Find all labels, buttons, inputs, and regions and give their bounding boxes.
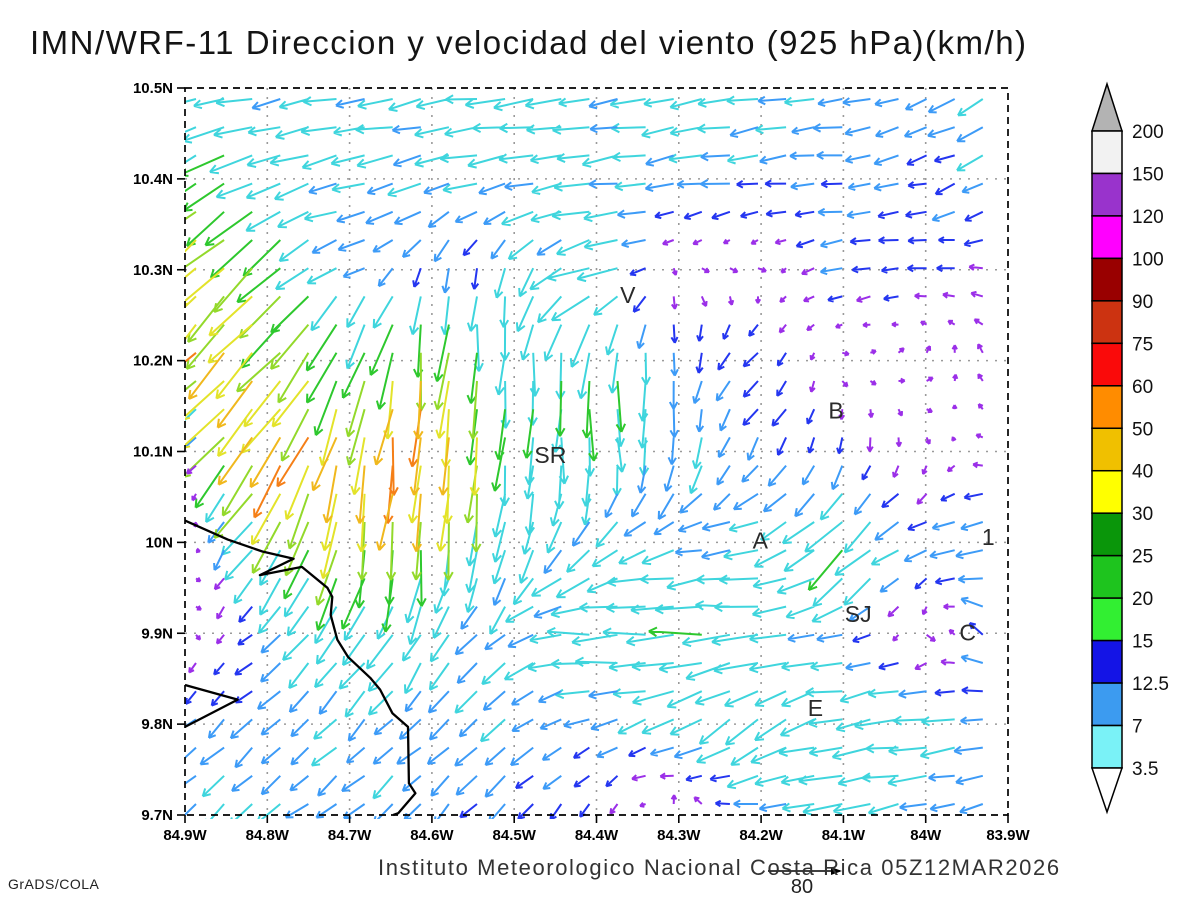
footer-institution-text: Instituto Meteorologico Nacional Costa R… xyxy=(378,855,1061,880)
coastline xyxy=(184,519,417,817)
colorbar-tick-label: 200 xyxy=(1132,122,1164,143)
y-axis-tick-label: 9.8N xyxy=(141,716,173,733)
x-axis-tick-label: 84.6W xyxy=(410,827,454,844)
colorbar-segment xyxy=(1091,554,1123,599)
city-labels: V SR B A 1 SJ C E xyxy=(534,282,994,721)
colorbar-segment xyxy=(1091,639,1123,684)
colorbar-tick-label: 40 xyxy=(1132,462,1153,483)
y-axis-tick-label: 10.5N xyxy=(133,80,173,97)
colorbar-tick-label: 150 xyxy=(1132,164,1164,185)
y-axis-tick-label: 10N xyxy=(145,534,173,551)
colorbar-tick-label: 20 xyxy=(1132,589,1153,610)
city-label: B xyxy=(828,398,843,424)
y-axis-tick-label: 10.3N xyxy=(133,262,173,279)
coastline-segment xyxy=(184,683,239,728)
colorbar-tick-label: 100 xyxy=(1132,249,1164,270)
chart-title: IMN/WRF-11 Direccion y velocidad del vie… xyxy=(30,24,1028,61)
y-axis-tick-label: 10.4N xyxy=(133,171,173,188)
wind-arrows xyxy=(185,94,984,819)
coastline-segment xyxy=(184,519,417,817)
city-label: E xyxy=(808,695,823,721)
x-axis-tick-label: 84.8W xyxy=(246,827,290,844)
colorbar-tick-label: 12.5 xyxy=(1132,674,1169,695)
colorbar-segment xyxy=(1091,172,1123,217)
colorbar-segment xyxy=(1091,215,1123,260)
colorbar-tick-label: 60 xyxy=(1132,377,1153,398)
colorbar-tick-label: 25 xyxy=(1132,547,1153,568)
wind-arrow-set xyxy=(185,239,480,580)
colorbar-segment xyxy=(1091,385,1123,430)
city-label: 1 xyxy=(982,524,995,550)
colorbar-segment xyxy=(1091,597,1123,642)
x-axis-tick-label: 84.2W xyxy=(739,827,783,844)
colorbar-segment xyxy=(1091,427,1123,472)
colorbar-tick-label: 90 xyxy=(1132,292,1153,313)
wind-arrow-set xyxy=(185,238,984,815)
reference-vector-arrowhead xyxy=(831,867,842,875)
city-label: SJ xyxy=(845,601,872,627)
y-axis-tick-label: 9.7N xyxy=(141,807,173,824)
y-axis-tick-label: 9.9N xyxy=(141,625,173,642)
wind-arrow-set xyxy=(185,154,984,819)
wind-arrow-set xyxy=(185,154,844,637)
city-label: C xyxy=(959,619,976,645)
city-label: SR xyxy=(534,442,566,468)
colorbar-tick-label: 120 xyxy=(1132,207,1164,228)
city-label: A xyxy=(753,528,769,554)
wind-arrow-set xyxy=(185,210,482,606)
axis-tick-labels: 10.5N 10.4N 10.3N 10.2N 10.1N 10N 9.9N 9.8N 9.7N… xyxy=(133,80,1031,844)
y-axis-tick-label: 10.1N xyxy=(133,444,173,461)
colorbar-segment xyxy=(1091,724,1123,769)
x-axis-tick-label: 84.1W xyxy=(822,827,866,844)
colorbar-segment xyxy=(1091,512,1123,557)
colorbar-segment xyxy=(1091,257,1123,302)
x-axis-tick-label: 84.7W xyxy=(328,827,372,844)
y-axis-tick-label: 10.2N xyxy=(133,353,173,370)
city-label: V xyxy=(620,282,636,308)
x-axis-tick-label: 83.9W xyxy=(986,827,1030,844)
x-axis-tick-label: 84.9W xyxy=(163,827,207,844)
x-axis-tick-label: 84.4W xyxy=(575,827,619,844)
wind-arrow-set xyxy=(185,95,984,819)
reference-vector-label: 80 xyxy=(791,876,813,898)
colorbar-legend: 200 150 120 100 90 75 60 50 40 30 25 20 15 12.5 7 3.5 xyxy=(1090,81,1169,815)
colorbar-tick-label: 50 xyxy=(1132,419,1153,440)
colorbar-segment xyxy=(1091,342,1123,387)
reference-vector: 80 xyxy=(768,867,842,898)
wind-arrow-set xyxy=(188,352,450,553)
grads-credit: GrADS/COLA xyxy=(8,876,100,892)
colorbar-segment xyxy=(1091,300,1123,345)
lat-lon-gridlines xyxy=(185,88,1008,815)
colorbar-segment xyxy=(1091,469,1123,514)
colorbar-tick-label: 15 xyxy=(1132,632,1153,653)
colorbar-segment xyxy=(1091,130,1123,175)
wind-arrow-set xyxy=(185,94,984,819)
colorbar-tick-label: 3.5 xyxy=(1132,759,1158,780)
colorbar-tick-label: 75 xyxy=(1132,334,1153,355)
colorbar-segment xyxy=(1091,682,1123,727)
colorbar-tick-label: 30 xyxy=(1132,504,1153,525)
x-axis-tick-label: 84.5W xyxy=(493,827,537,844)
x-axis-tick-label: 84.3W xyxy=(657,827,701,844)
x-axis-tick-label: 84W xyxy=(910,827,942,844)
colorbar-tick-label: 7 xyxy=(1132,717,1143,738)
